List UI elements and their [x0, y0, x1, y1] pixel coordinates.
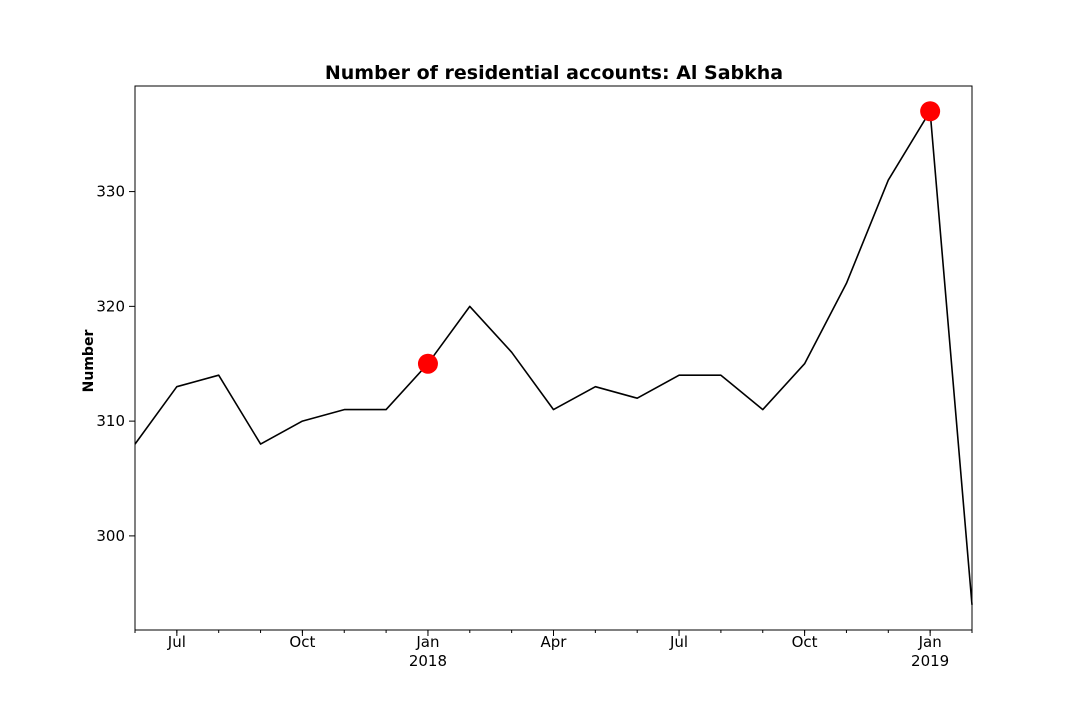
plot-frame [134, 85, 973, 631]
x-tick-year-label: 2019 [911, 652, 949, 670]
x-tick-label: Jul [669, 633, 688, 651]
y-axis-label: Number [81, 330, 97, 393]
x-tick-label: Oct [792, 633, 818, 651]
highlight-point [417, 353, 438, 374]
x-tick-label: Jul [167, 633, 186, 651]
y-tick-label: 330 [96, 183, 125, 201]
x-tick-label: Jan [415, 633, 439, 651]
y-tick-label: 320 [96, 297, 125, 315]
x-tick-label: Jan [918, 633, 942, 651]
x-tick-label: Apr [541, 633, 568, 651]
series-line [134, 110, 973, 605]
y-tick-label: 310 [96, 412, 125, 430]
y-tick-label: 300 [96, 527, 125, 545]
x-tick-year-label: 2018 [409, 652, 447, 670]
highlight-point [920, 101, 941, 122]
chart-title: Number of residential accounts: Al Sabkh… [325, 62, 783, 84]
x-tick-label: Oct [289, 633, 315, 651]
